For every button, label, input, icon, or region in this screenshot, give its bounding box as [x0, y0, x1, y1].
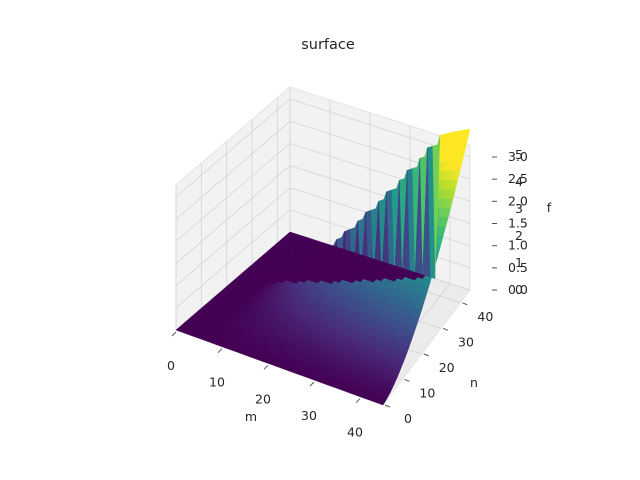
x-tick: [355, 398, 361, 404]
y-tick-label: 10: [419, 385, 435, 400]
x-tick-label: 0: [167, 358, 175, 373]
y-tick-label: 30: [458, 334, 474, 349]
x-tick: [263, 364, 269, 370]
z-tick-label-overlay: 3: [515, 201, 523, 216]
z-tick-label: 0.5: [508, 260, 528, 275]
z-tick-label-overlay: 1: [515, 255, 523, 270]
x-axis-label: m: [245, 409, 257, 424]
z-grid-line: [175, 98, 471, 198]
x-tick-label: 10: [209, 375, 225, 390]
y-tick: [462, 302, 468, 306]
x-tick: [217, 348, 223, 354]
z-axis-label: f: [547, 200, 552, 215]
y-tick: [384, 404, 391, 408]
surface-mesh: [175, 128, 471, 406]
z-tick-label-overlay: 0: [515, 282, 523, 297]
surface-patch: [286, 231, 296, 237]
x-tick-label: 30: [301, 408, 317, 423]
z-tick-label: 1.5: [508, 216, 528, 231]
ticks: 0102030400102030400.00.51.01.52.02.53.00…: [167, 147, 528, 440]
x-tick-label: 40: [347, 425, 363, 440]
y-tick: [442, 327, 449, 331]
z-grid-line: [175, 120, 471, 220]
z-tick-label-overlay: 4: [515, 174, 523, 189]
z-tick-label: 2.5: [508, 171, 528, 186]
z-tick-label: 1.0: [508, 238, 528, 253]
y-tick-label: 0: [404, 411, 412, 426]
chart-title: surface: [301, 37, 355, 53]
x-tick: [171, 331, 177, 337]
z-tick-label: 2.0: [508, 193, 528, 208]
x-tick-label: 20: [255, 391, 271, 406]
y-tick-label: 20: [439, 360, 455, 375]
z-tick-label-overlay: 2: [515, 228, 523, 243]
y-tick: [423, 353, 429, 357]
z-tick-label: 3.0: [508, 149, 528, 164]
x-tick: [309, 381, 315, 387]
y-axis-label: n: [470, 375, 478, 390]
z-tick-label-overlay: 5: [515, 147, 523, 162]
z-tick-label: 0.0: [508, 282, 528, 297]
y-tick: [404, 378, 410, 382]
y-tick-label: 40: [477, 309, 493, 324]
